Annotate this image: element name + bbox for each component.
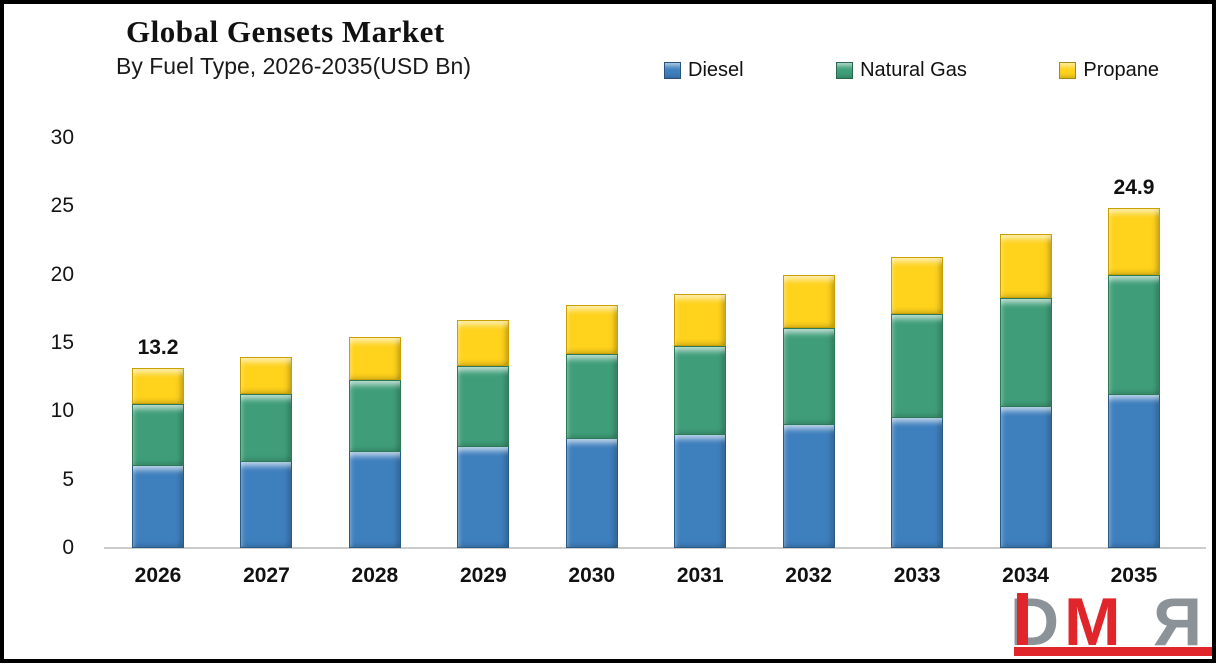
bar-segment-propane [348,337,401,380]
bar-segment-natural-gas [348,379,401,453]
bar-segment-propane [457,319,510,367]
bar-2032 [782,274,835,548]
x-axis-tick-label: 2034 [1002,564,1049,587]
legend-swatch-icon [1059,62,1077,79]
bar-segment-propane [999,233,1052,298]
y-axis-tick-label: 10 [50,399,74,423]
legend-swatch-icon [664,62,681,79]
bar-segment-natural-gas [457,366,510,447]
bar-segment-diesel [240,461,293,548]
bar-segment-natural-gas [1107,274,1160,395]
legend-label: Diesel [688,59,744,81]
bar-segment-natural-gas [891,314,944,419]
bar-segment-propane [782,274,835,328]
chart-title: Global Gensets Market [126,14,445,49]
y-axis-tick-label: 30 [50,125,74,149]
chart-legend: Diesel Natural Gas Propane [664,59,1159,82]
bar-segment-propane [132,367,184,405]
bar-2031 [674,293,727,548]
x-axis-tick-label: 2029 [459,564,507,587]
x-axis-tick-label: 2032 [785,564,832,587]
bar-segment-propane [891,256,944,315]
bar-2028 [348,337,401,548]
bar-2034 [999,233,1052,548]
bar-segment-diesel [1107,394,1160,548]
x-axis-tick-label: 2033 [893,564,941,587]
bar-total-label-2026: 13.2 [137,335,179,359]
bar-2026 [132,367,184,548]
y-axis-tick-label: 20 [50,262,74,286]
bar-2033 [891,256,944,548]
bar-segment-propane [674,293,727,346]
y-axis-tick-label: 0 [62,536,74,559]
dmr-logo-graphic: D M R [1010,584,1212,660]
bar-2029 [457,319,510,548]
bar-segment-diesel [565,438,618,548]
bar-segment-diesel [348,452,401,548]
bar-segment-natural-gas [565,353,618,439]
bar-segment-propane [1107,207,1160,275]
bar-segment-propane [240,356,293,394]
legend-item-diesel: Diesel [664,59,744,82]
legend-label: Propane [1083,59,1159,81]
legend-swatch-icon [836,62,854,79]
bar-segment-diesel [674,434,727,548]
chart-subtitle: By Fuel Type, 2026-2035(USD Bn) [116,53,471,79]
x-axis-line [104,547,1206,549]
bar-segment-diesel [457,446,510,548]
x-axis-tick-label: 2031 [676,564,724,587]
chart-header: Global Gensets Market By Fuel Type, 2026… [116,14,471,80]
y-axis-tick-label: 25 [50,194,74,218]
bar-segment-diesel [782,424,835,548]
y-axis-tick-label: 15 [50,330,74,354]
dmr-logo: D M R [1010,584,1212,660]
bar-segment-diesel [132,465,184,548]
legend-item-propane: Propane [1059,59,1159,82]
bar-2027 [240,356,293,548]
bar-segment-propane [565,304,618,354]
bar-segment-natural-gas [240,393,293,462]
bar-segment-natural-gas [674,345,727,435]
x-axis-tick-label: 2027 [243,564,290,587]
legend-label: Natural Gas [860,59,967,81]
legend-item-natural-gas: Natural Gas [836,59,967,82]
bar-segment-diesel [891,418,944,548]
bar-segment-natural-gas [782,327,835,425]
stacked-bar-chart: 0 5 10 15 20 25 30 2026 13.2 2027 2028 2029 2030 2031… [4,4,1212,659]
x-axis-tick-label: 2035 [1110,564,1158,587]
y-axis-tick-label: 5 [62,467,74,491]
bar-total-label-2035: 24.9 [1113,175,1155,199]
bar-2035 [1107,207,1160,548]
bar-2030 [565,304,618,548]
x-axis-tick-label: 2026 [134,564,182,587]
x-axis-tick-label: 2030 [568,564,616,587]
bar-segment-diesel [999,407,1052,548]
x-axis-tick-label: 2028 [351,564,399,587]
bar-segment-natural-gas [132,404,184,466]
bar-segment-natural-gas [999,297,1052,408]
